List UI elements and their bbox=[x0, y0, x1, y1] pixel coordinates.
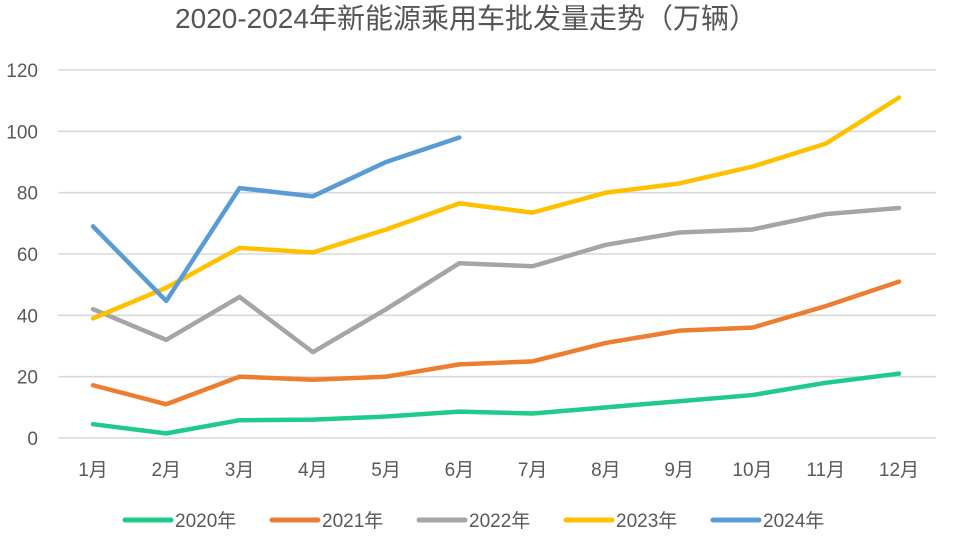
series-2024年 bbox=[90, 135, 462, 304]
y-tick-label: 100 bbox=[6, 122, 38, 143]
x-tick-label: 1月 bbox=[78, 460, 108, 481]
x-tick-label: 8月 bbox=[591, 460, 621, 481]
gridlines bbox=[58, 69, 936, 439]
legend-label: 2020年 bbox=[175, 510, 236, 532]
legend-label: 2022年 bbox=[469, 510, 530, 532]
x-axis-ticks: 1月 2月 3月 4月 5月 6月 7月 8月 9月 10月 11月 12月 bbox=[78, 460, 919, 481]
legend-item: 2023年 bbox=[563, 510, 677, 532]
y-tick-label: 0 bbox=[27, 429, 38, 450]
x-tick-label: 7月 bbox=[518, 460, 548, 481]
y-tick-label: 20 bbox=[17, 368, 38, 389]
y-axis-ticks: 0 20 40 60 80 100 120 bbox=[6, 61, 38, 450]
x-tick-label: 2月 bbox=[151, 460, 181, 481]
legend-label: 2024年 bbox=[763, 510, 824, 532]
y-tick-label: 40 bbox=[17, 306, 38, 327]
series-lines bbox=[90, 95, 902, 436]
y-tick-label: 120 bbox=[6, 61, 38, 82]
series-2022年 bbox=[90, 205, 902, 355]
series-line bbox=[90, 205, 902, 355]
x-tick-label: 3月 bbox=[225, 460, 255, 481]
series-line bbox=[90, 279, 902, 407]
legend-item: 2024年 bbox=[710, 510, 824, 532]
x-tick-label: 5月 bbox=[371, 460, 401, 481]
series-line bbox=[90, 135, 462, 304]
legend-label: 2023年 bbox=[616, 510, 677, 532]
series-line bbox=[90, 95, 902, 321]
legend-item: 2020年 bbox=[122, 510, 236, 532]
series-line bbox=[90, 371, 902, 436]
series-2020年 bbox=[90, 371, 902, 436]
x-tick-label: 10月 bbox=[732, 460, 772, 481]
legend: 2020年 2021年 2022年 2023年 2024年 bbox=[122, 510, 824, 532]
series-2023年 bbox=[90, 95, 902, 321]
x-tick-label: 9月 bbox=[664, 460, 694, 481]
legend-item: 2021年 bbox=[269, 510, 383, 532]
x-tick-label: 6月 bbox=[445, 460, 475, 481]
x-tick-label: 11月 bbox=[806, 460, 845, 481]
y-tick-label: 80 bbox=[17, 184, 38, 205]
y-tick-label: 60 bbox=[17, 245, 38, 266]
x-tick-label: 4月 bbox=[298, 460, 328, 481]
legend-label: 2021年 bbox=[322, 510, 383, 532]
series-2021年 bbox=[90, 279, 902, 407]
legend-item: 2022年 bbox=[416, 510, 530, 532]
chart-title: 2020-2024年新能源乘用车批发量走势（万辆） bbox=[175, 3, 757, 34]
x-tick-label: 12月 bbox=[879, 460, 919, 481]
